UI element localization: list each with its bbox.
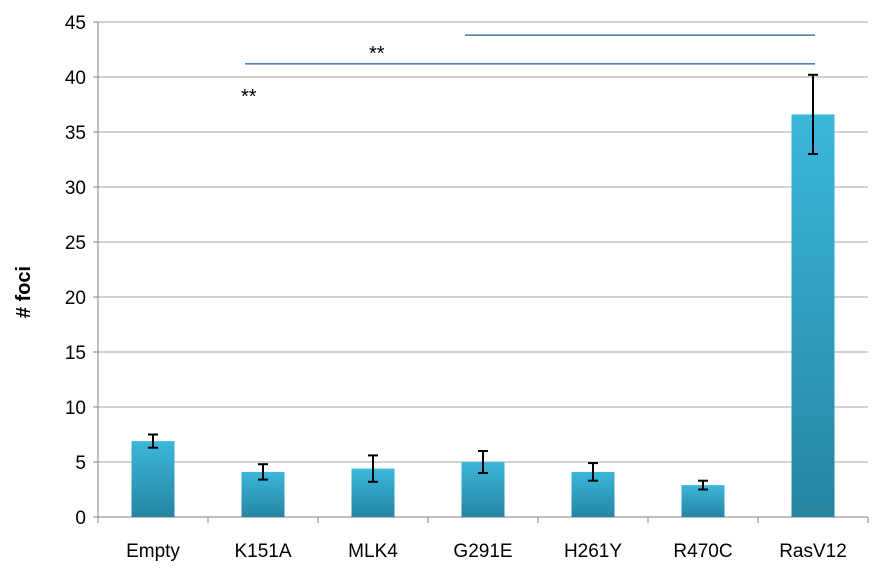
significance-marker: ** bbox=[241, 86, 257, 108]
y-tick-label: 40 bbox=[65, 68, 86, 89]
significance-marker: ** bbox=[369, 43, 385, 65]
x-tick-label: H261Y bbox=[564, 541, 622, 562]
y-tick-label: 0 bbox=[75, 508, 86, 529]
x-tick-label: RasV12 bbox=[779, 541, 847, 562]
y-tick-label: 5 bbox=[75, 453, 86, 474]
x-tick-label: K151A bbox=[234, 541, 291, 562]
y-tick-label: 10 bbox=[65, 398, 86, 419]
y-tick-label: 25 bbox=[65, 233, 86, 254]
x-tick-label: G291E bbox=[453, 541, 512, 562]
y-axis-title: # foci bbox=[13, 266, 35, 318]
x-tick-label: Empty bbox=[126, 541, 180, 562]
y-tick-label: 45 bbox=[65, 13, 86, 34]
y-tick-label: 30 bbox=[65, 178, 86, 199]
bar-rasv12 bbox=[791, 114, 835, 518]
y-tick-label: 35 bbox=[65, 123, 86, 144]
significance-annotations: ** ** bbox=[241, 34, 815, 108]
bar-empty bbox=[131, 441, 175, 517]
x-tick-label: MLK4 bbox=[348, 541, 398, 562]
y-tick-label: 20 bbox=[65, 288, 86, 309]
y-tick-label: 15 bbox=[65, 343, 86, 364]
gridlines bbox=[98, 21, 868, 463]
axes: 0 5 10 15 20 25 30 35 40 45 Empty K151A MLK4 G291E H26… bbox=[65, 13, 869, 562]
error-bars bbox=[148, 73, 818, 491]
x-tick-label: R470C bbox=[673, 541, 732, 562]
bars bbox=[131, 114, 835, 518]
